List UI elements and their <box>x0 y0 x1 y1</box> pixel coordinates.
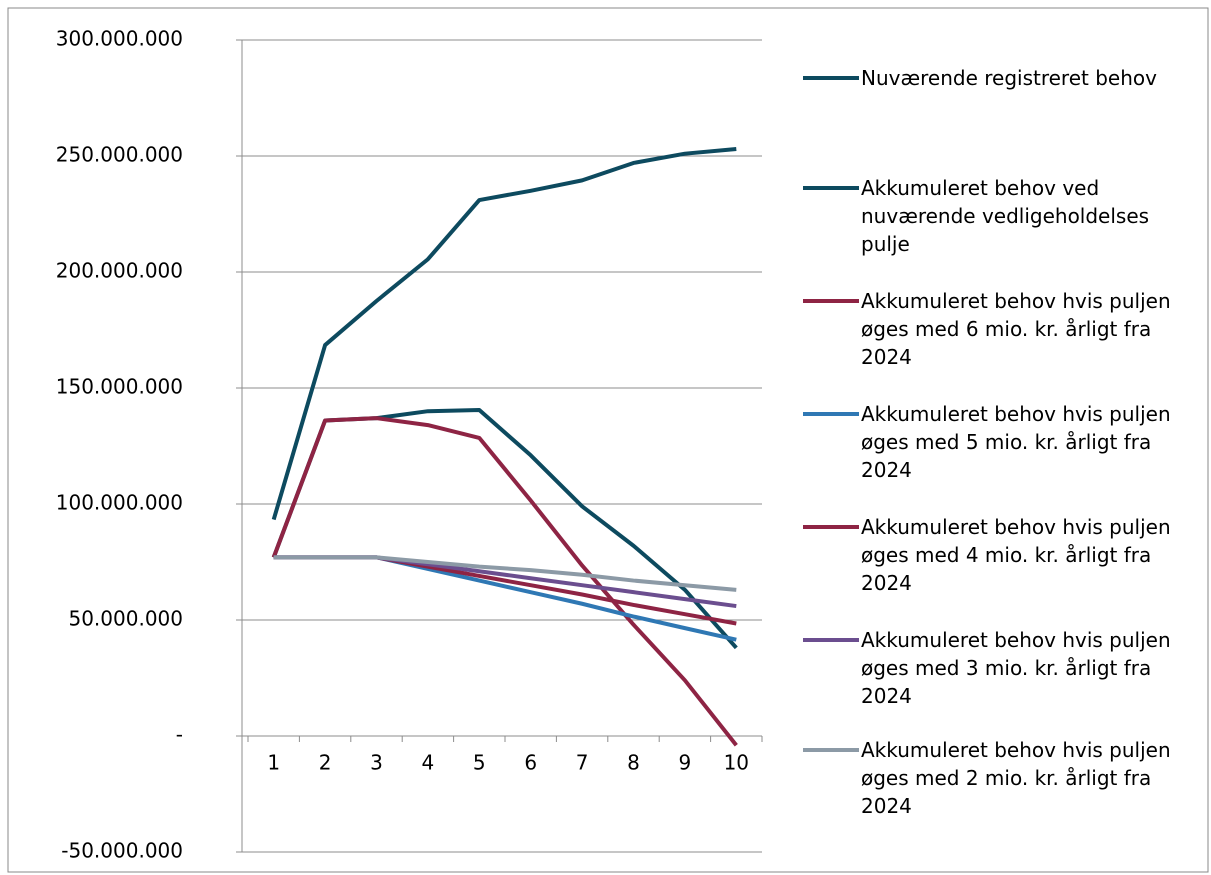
legend-label: Akkumuleret behov hvis puljen øges med 2… <box>861 738 1171 818</box>
legend-swatch <box>803 748 859 752</box>
legend-label: Akkumuleret behov hvis puljen øges med 4… <box>861 515 1171 595</box>
series-line <box>273 555 737 592</box>
x-tick-label: 10 <box>724 751 749 775</box>
y-tick-label: 150.000.000 <box>56 375 183 399</box>
x-tick-label: 8 <box>627 751 640 775</box>
legend-label: Akkumuleret behov ved nuværende vedligeh… <box>861 176 1150 256</box>
y-tick-label: 50.000.000 <box>68 607 183 631</box>
legend-label: Akkumuleret behov hvis puljen øges med 5… <box>861 402 1171 482</box>
legend-swatch <box>803 186 859 190</box>
chart-border <box>7 7 1209 873</box>
y-tick-label: 300.000.000 <box>56 27 183 51</box>
x-tick-label: 6 <box>524 751 537 775</box>
y-tick-label: - <box>176 723 183 747</box>
y-tick-label: -50.000.000 <box>61 839 183 863</box>
legend-label: Akkumuleret behov hvis puljen øges med 6… <box>861 289 1171 369</box>
legend-swatch <box>803 76 859 80</box>
legend-label: Akkumuleret behov hvis puljen øges med 3… <box>861 628 1171 708</box>
series-line <box>271 416 738 747</box>
x-tick-label: 1 <box>267 751 280 775</box>
legend-swatch <box>803 638 859 642</box>
legend-label: Nuværende registreret behov <box>861 66 1157 90</box>
legend-swatch <box>803 525 859 529</box>
series-line <box>271 147 737 521</box>
legend-swatch <box>803 412 859 416</box>
x-tick-label: 3 <box>370 751 383 775</box>
x-tick-label: 5 <box>473 751 486 775</box>
x-tick-label: 4 <box>422 751 435 775</box>
x-tick-label: 9 <box>679 751 692 775</box>
y-tick-label: 100.000.000 <box>56 491 183 515</box>
y-tick-label: 250.000.000 <box>56 143 183 167</box>
legend-swatch <box>803 299 859 303</box>
y-tick-label: 200.000.000 <box>56 259 183 283</box>
x-tick-label: 7 <box>576 751 589 775</box>
x-tick-label: 2 <box>319 751 332 775</box>
